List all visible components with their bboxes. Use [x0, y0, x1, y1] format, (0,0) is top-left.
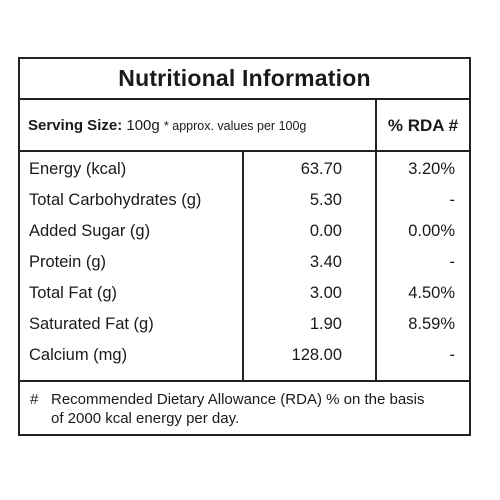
nutrient-name: Saturated Fat (g) [29, 315, 154, 333]
table-row: Calcium (mg) 128.00 - [20, 340, 469, 371]
column-divider-values [242, 152, 244, 380]
table-row: Total Carbohydrates (g) 5.30 - [20, 185, 469, 216]
nutrient-rda: 8.59% [408, 315, 455, 333]
nutrient-rda: 0.00% [408, 222, 455, 240]
serving-row: Serving Size: 100g * approx. values per … [20, 100, 469, 152]
nutrient-name: Protein (g) [29, 253, 107, 271]
table-row: Saturated Fat (g) 1.90 8.59% [20, 309, 469, 340]
nutrient-value: 128.00 [291, 346, 342, 364]
nutrient-rda: 4.50% [408, 284, 455, 302]
nutrient-name: Total Carbohydrates (g) [29, 191, 202, 209]
table-row: Added Sugar (g) 0.00 0.00% [20, 216, 469, 247]
panel-title: Nutritional Information [20, 59, 469, 100]
nutrient-value: 0.00 [309, 222, 342, 240]
column-divider-rda [375, 152, 377, 380]
rda-column-header: % RDA # [387, 116, 459, 135]
footnote-symbol: # [30, 391, 39, 408]
table-row: Energy (kcal) 63.70 3.20% [20, 154, 469, 185]
nutrient-rda: - [449, 253, 456, 271]
serving-size-text: Serving Size: 100g * approx. values per … [28, 117, 306, 134]
nutrient-value: 1.90 [309, 315, 342, 333]
serving-size-label: Serving Size: [28, 117, 123, 134]
nutrient-rda: - [449, 346, 456, 364]
nutrient-value: 3.40 [309, 253, 342, 271]
table-row: Protein (g) 3.40 - [20, 247, 469, 278]
nutrient-value: 3.00 [309, 284, 342, 302]
column-divider-rda-header [375, 100, 377, 152]
nutrient-rda: - [449, 191, 456, 209]
nutrient-rda: 3.20% [408, 160, 455, 178]
nutrient-name: Added Sugar (g) [29, 222, 151, 240]
serving-note: * approx. values per 100g [163, 119, 307, 133]
nutrient-name: Energy (kcal) [29, 160, 127, 178]
nutrient-value: 63.70 [300, 160, 342, 178]
serving-size-value: 100g [126, 117, 160, 134]
nutrient-name: Calcium (mg) [29, 346, 128, 364]
footnote-line-1: Recommended Dietary Allowance (RDA) % on… [51, 391, 425, 408]
footnote-line-2: of 2000 kcal energy per day. [51, 410, 240, 427]
nutrient-name: Total Fat (g) [29, 284, 118, 302]
nutrition-panel: Nutritional Information Serving Size: 10… [18, 57, 471, 436]
nutrient-table: Energy (kcal) 63.70 3.20% Total Carbohyd… [20, 154, 469, 371]
nutrient-value: 5.30 [309, 191, 342, 209]
rda-footnote: # Recommended Dietary Allowance (RDA) % … [20, 380, 469, 436]
table-row: Total Fat (g) 3.00 4.50% [20, 278, 469, 309]
